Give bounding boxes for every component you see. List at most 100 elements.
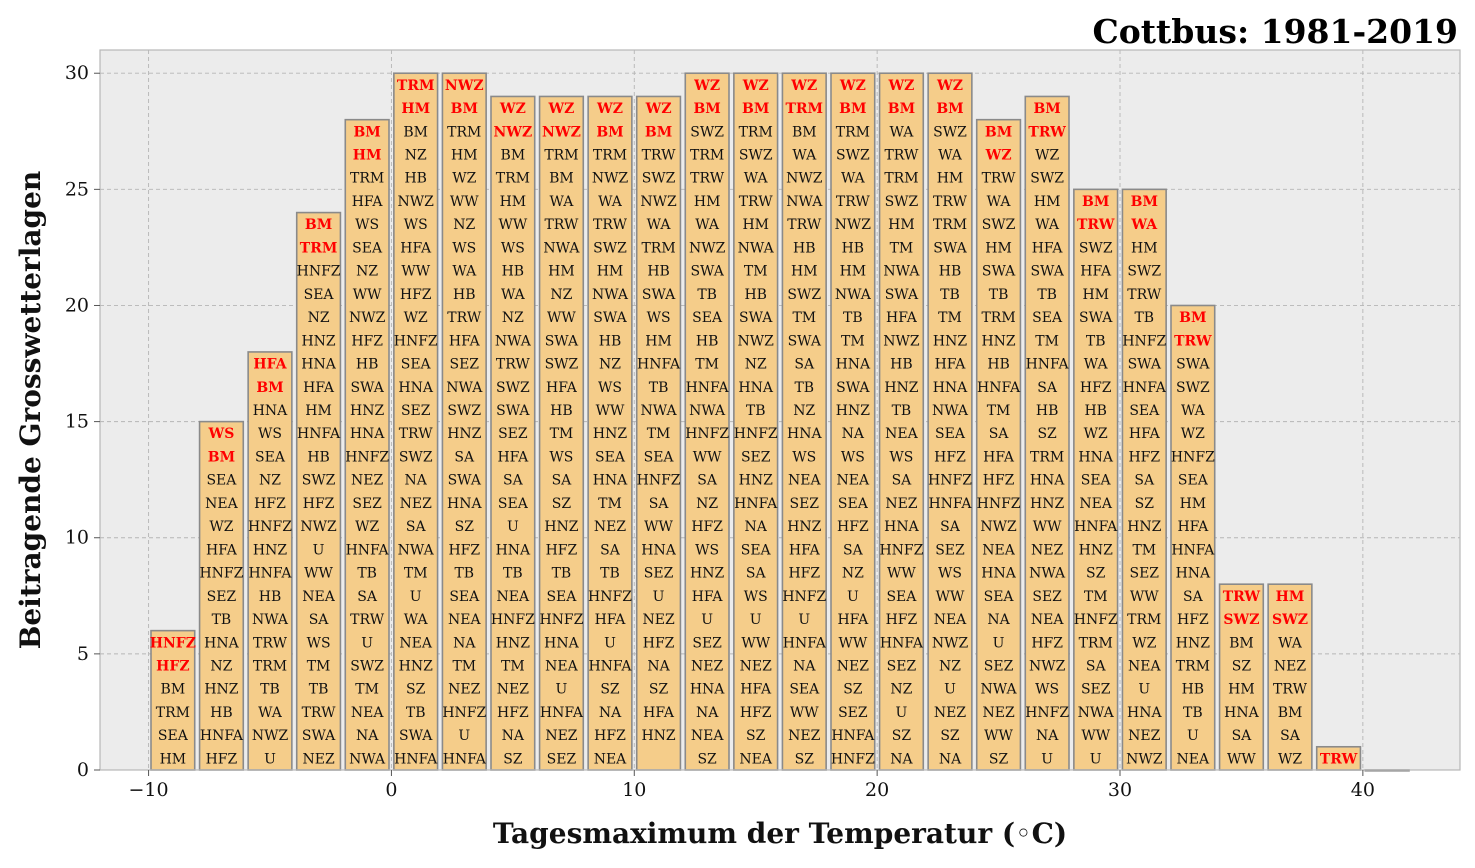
bar-label: NA <box>405 473 428 489</box>
bar-label: NEA <box>497 589 530 605</box>
bar-label: HM <box>985 240 1012 256</box>
bar-label: SA <box>794 357 815 373</box>
bar-label: SEZ <box>450 357 480 373</box>
bar-label: HB <box>502 264 525 280</box>
bar-label: HNFA <box>1171 542 1215 558</box>
bar-label: WS <box>647 310 671 326</box>
plot-frame <box>99 49 1461 771</box>
bar-label: HM <box>645 333 672 349</box>
bar-label: HM <box>597 264 624 280</box>
bar-label: NWZ <box>640 194 677 210</box>
bar-highlight-label: BM <box>451 101 478 117</box>
bar-label: NEZ <box>448 682 480 698</box>
bar-highlight-label: WZ <box>547 101 574 117</box>
bar-label: NEA <box>837 473 870 489</box>
bar-label: BM <box>161 682 186 698</box>
bar-label: SEA <box>546 589 577 605</box>
bar-label: NA <box>696 705 719 721</box>
bar-label: NA <box>939 751 962 767</box>
bar-label: SWZ <box>787 287 821 303</box>
bar-label: SEZ <box>1130 566 1160 582</box>
bar-label: SWA <box>350 380 384 396</box>
bar-label: U <box>313 542 325 558</box>
bar-highlight-label: WZ <box>645 101 672 117</box>
bar-label: HFZ <box>886 612 918 628</box>
bar-label: HFZ <box>351 333 383 349</box>
bar-label: SWZ <box>545 357 579 373</box>
bar-label: HB <box>453 287 476 303</box>
bar-highlight-label: TRW <box>1320 751 1358 767</box>
bar-label: NWZ <box>300 519 337 535</box>
bar-label: WW <box>887 566 916 582</box>
bar-label: WW <box>838 635 867 651</box>
bar-label: SWZ <box>1176 380 1210 396</box>
bar-highlight-label: TRW <box>1174 333 1212 349</box>
bar-label: SWZ <box>739 148 773 164</box>
bar-label: SA <box>746 566 767 582</box>
bar-label: BM <box>549 171 574 187</box>
bar <box>781 72 827 771</box>
bar-label: SZ <box>843 682 863 698</box>
bar-label: SWZ <box>690 124 724 140</box>
bar-label: SEZ <box>790 496 820 512</box>
bar-label: HNA <box>1176 566 1211 582</box>
bar-highlight-label: NWZ <box>493 124 532 140</box>
bar-label: HNZ <box>787 519 821 535</box>
bar <box>927 72 973 771</box>
bar-label: HFA <box>546 380 578 396</box>
bar-label: HM <box>1180 496 1207 512</box>
bar-label: HNZ <box>496 635 530 651</box>
bar-label: WA <box>452 264 477 280</box>
bar-label: SWA <box>496 403 530 419</box>
bar-label: WA <box>550 194 575 210</box>
bar-label: TB <box>843 310 863 326</box>
bar-label: HFA <box>789 542 821 558</box>
bar-label: WS <box>501 240 525 256</box>
bar-highlight-label: HM <box>1276 589 1305 605</box>
y-tick-label: 15 <box>65 411 89 433</box>
bar-label: HNFZ <box>297 264 341 280</box>
bar-label: TRW <box>544 217 579 233</box>
bar-label: HNA <box>1030 473 1065 489</box>
bar-label: NEA <box>1031 612 1064 628</box>
bar-highlight-label: WZ <box>790 78 817 94</box>
bar-label: HNFZ <box>782 589 826 605</box>
bar-label: WZ <box>1181 426 1205 442</box>
bar-label: NA <box>356 728 379 744</box>
bar-label: TM <box>647 426 671 442</box>
x-axis-label: Tagesmaximum der Temperatur (◦C) <box>493 817 1067 850</box>
bar-label: U <box>701 612 713 628</box>
bar-label: NEA <box>934 612 967 628</box>
bar-label: WZ <box>404 310 428 326</box>
bar-label: HNZ <box>884 380 918 396</box>
bar-label: SEZ <box>207 589 237 605</box>
bar-label: TRM <box>739 124 773 140</box>
bar-highlight-label: WS <box>208 426 235 442</box>
bar-highlight-label: HFA <box>253 357 287 373</box>
bar-label: SEA <box>1178 473 1209 489</box>
bar-label: SZ <box>406 682 426 698</box>
bar-label: SEZ <box>838 705 868 721</box>
bar-label: NWZ <box>932 635 969 651</box>
bar-label: WS <box>404 217 428 233</box>
bar-label: U <box>458 728 470 744</box>
bar-label: NEZ <box>594 519 626 535</box>
bar-label: TRW <box>253 635 288 651</box>
bar-label: HM <box>888 217 915 233</box>
bar-label: TRM <box>1030 449 1064 465</box>
bar-label: NWA <box>1029 566 1066 582</box>
bar-label: WZ <box>1278 751 1302 767</box>
bar-label: WA <box>647 217 672 233</box>
bar-label: TM <box>1132 542 1156 558</box>
bar-label: TRM <box>641 240 675 256</box>
bar-label: NEZ <box>351 473 383 489</box>
bar-label: WA <box>890 124 915 140</box>
bar <box>587 95 633 771</box>
bar-label: WW <box>450 194 479 210</box>
bar-label: HNFA <box>588 658 632 674</box>
bar-highlight-label: HM <box>353 148 382 164</box>
bar-label: NEZ <box>1031 542 1063 558</box>
bar-label: NEA <box>885 426 918 442</box>
bar-label: HB <box>647 264 670 280</box>
bar-label: NEA <box>448 612 481 628</box>
